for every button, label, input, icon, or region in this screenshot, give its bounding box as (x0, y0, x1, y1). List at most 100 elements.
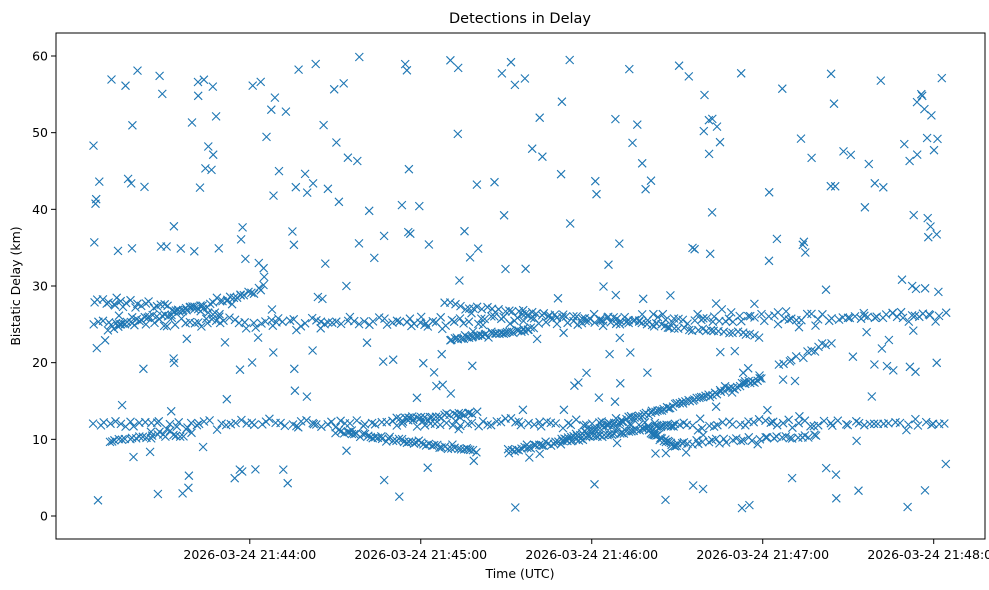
data-point (169, 430, 178, 440)
data-point (497, 328, 507, 338)
data-point (259, 280, 268, 290)
data-point (561, 312, 571, 321)
data-point (215, 309, 224, 319)
data-point (262, 132, 271, 142)
data-point (592, 424, 602, 433)
data-point (660, 321, 670, 331)
x-tick-label: 2026-03-24 21:48:00 (867, 547, 989, 562)
data-point (472, 302, 482, 312)
data-point (199, 75, 209, 85)
data-point (937, 73, 947, 83)
data-point (214, 312, 224, 322)
data-point (596, 316, 605, 326)
data-point (473, 244, 483, 253)
data-point (409, 439, 419, 448)
data-point (155, 71, 164, 81)
data-point (764, 187, 774, 197)
data-point (572, 312, 582, 321)
data-point (172, 422, 182, 432)
data-point (672, 441, 682, 451)
x-axis: 2026-03-24 21:44:00 2026-03-24 21:45:00 20… (183, 539, 989, 562)
data-point (122, 317, 132, 327)
data-point (98, 316, 108, 326)
data-point (354, 239, 364, 248)
data-point (460, 226, 469, 236)
data-point (895, 418, 905, 428)
data-point (194, 318, 203, 327)
data-point (630, 413, 639, 422)
data-point (455, 314, 465, 323)
data-point (456, 301, 465, 311)
data-point (827, 339, 836, 348)
data-point (190, 318, 200, 328)
data-point (654, 422, 664, 432)
data-point (941, 308, 951, 318)
data-point (739, 436, 748, 445)
data-point (920, 283, 930, 293)
data-point (625, 348, 635, 357)
data-point (661, 448, 671, 458)
data-point (114, 311, 124, 321)
data-point (638, 294, 648, 304)
data-point (359, 317, 369, 326)
data-point (211, 316, 221, 326)
data-point (438, 380, 448, 390)
data-point (730, 346, 740, 356)
data-point (772, 420, 782, 430)
data-point (323, 420, 333, 429)
data-point (599, 282, 608, 291)
data-point (265, 414, 274, 424)
data-point (395, 317, 405, 327)
data-point (244, 287, 253, 297)
data-point (208, 82, 218, 91)
data-point (704, 149, 714, 159)
data-point (440, 298, 449, 308)
data-point (926, 222, 935, 231)
data-point (377, 434, 387, 444)
data-point (404, 164, 414, 174)
data-point (612, 438, 622, 448)
data-point (526, 323, 536, 332)
data-point (91, 199, 100, 209)
data-point (402, 65, 412, 75)
data-point (717, 305, 727, 314)
data-point (854, 486, 863, 496)
data-point (845, 313, 855, 323)
data-point (117, 435, 127, 445)
data-point (416, 312, 426, 322)
data-point (923, 213, 933, 223)
data-point (354, 319, 364, 329)
data-point (129, 452, 138, 462)
data-point (903, 502, 912, 512)
x-tick-label: 2026-03-24 21:47:00 (696, 547, 829, 562)
data-point (336, 319, 346, 329)
data-point (581, 316, 591, 326)
data-point (247, 288, 256, 298)
data-point (539, 308, 549, 318)
data-point (681, 448, 691, 457)
data-point (679, 323, 689, 333)
data-point (786, 355, 796, 365)
data-point (779, 359, 788, 369)
data-point (188, 302, 197, 311)
data-point (634, 411, 644, 421)
data-point (721, 438, 731, 447)
data-point (698, 484, 708, 494)
data-point (598, 316, 608, 325)
data-point (231, 418, 240, 428)
data-point (248, 81, 258, 90)
data-point (637, 318, 647, 328)
data-point (136, 301, 146, 311)
data-point (316, 317, 326, 327)
data-point (193, 91, 203, 101)
data-point (320, 259, 330, 268)
data-point (725, 383, 734, 393)
data-point (368, 317, 378, 326)
data-point (907, 281, 917, 291)
data-point (451, 299, 460, 309)
data-point (276, 418, 285, 428)
data-point (807, 346, 816, 355)
data-point (646, 176, 656, 186)
y-tick-label: 20 (32, 355, 48, 370)
data-point (167, 310, 176, 320)
